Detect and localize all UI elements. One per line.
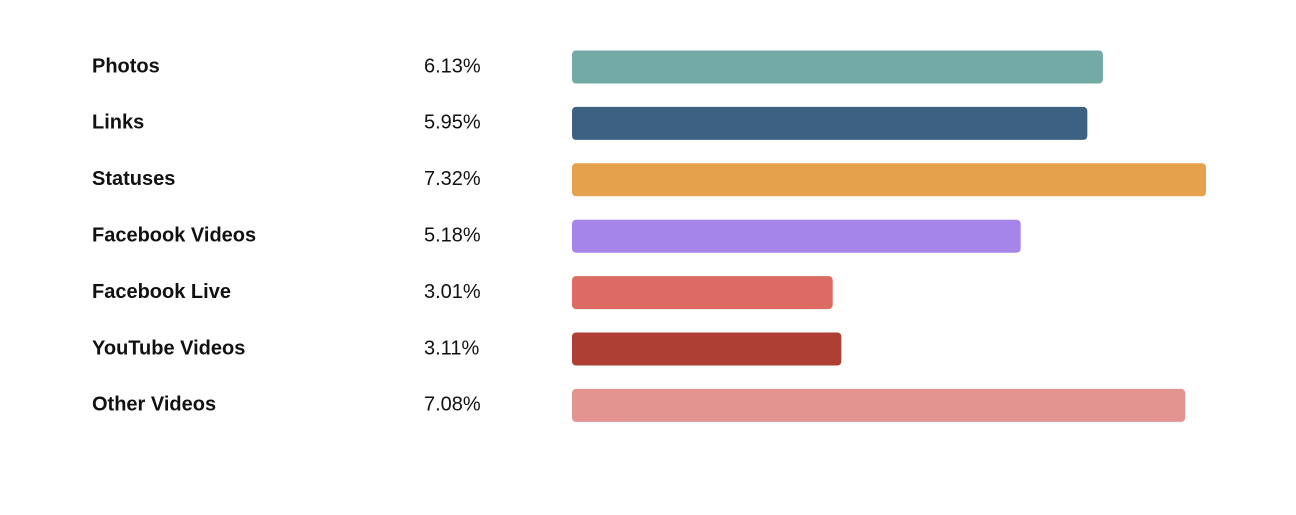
bar: [572, 50, 1103, 84]
category-label: Facebook Live: [92, 281, 231, 303]
bar: [572, 276, 833, 310]
value-label: 7.32%: [424, 168, 481, 190]
category-label: Statuses: [92, 168, 175, 190]
category-label: Other Videos: [92, 394, 216, 416]
value-label: 3.01%: [424, 281, 481, 303]
bar: [572, 388, 1186, 422]
value-label: 3.11%: [424, 337, 479, 359]
category-label: Photos: [92, 55, 160, 77]
value-label: 5.95%: [424, 112, 481, 134]
category-label: Links: [92, 112, 144, 134]
bar: [572, 219, 1021, 253]
category-label: Facebook Videos: [92, 224, 256, 246]
value-label: 5.18%: [424, 224, 481, 246]
bar: [572, 106, 1088, 140]
value-label: 7.08%: [424, 394, 481, 416]
value-label: 6.13%: [424, 55, 481, 77]
bar: [572, 332, 842, 366]
bar: [572, 163, 1206, 197]
category-label: YouTube Videos: [92, 337, 245, 359]
